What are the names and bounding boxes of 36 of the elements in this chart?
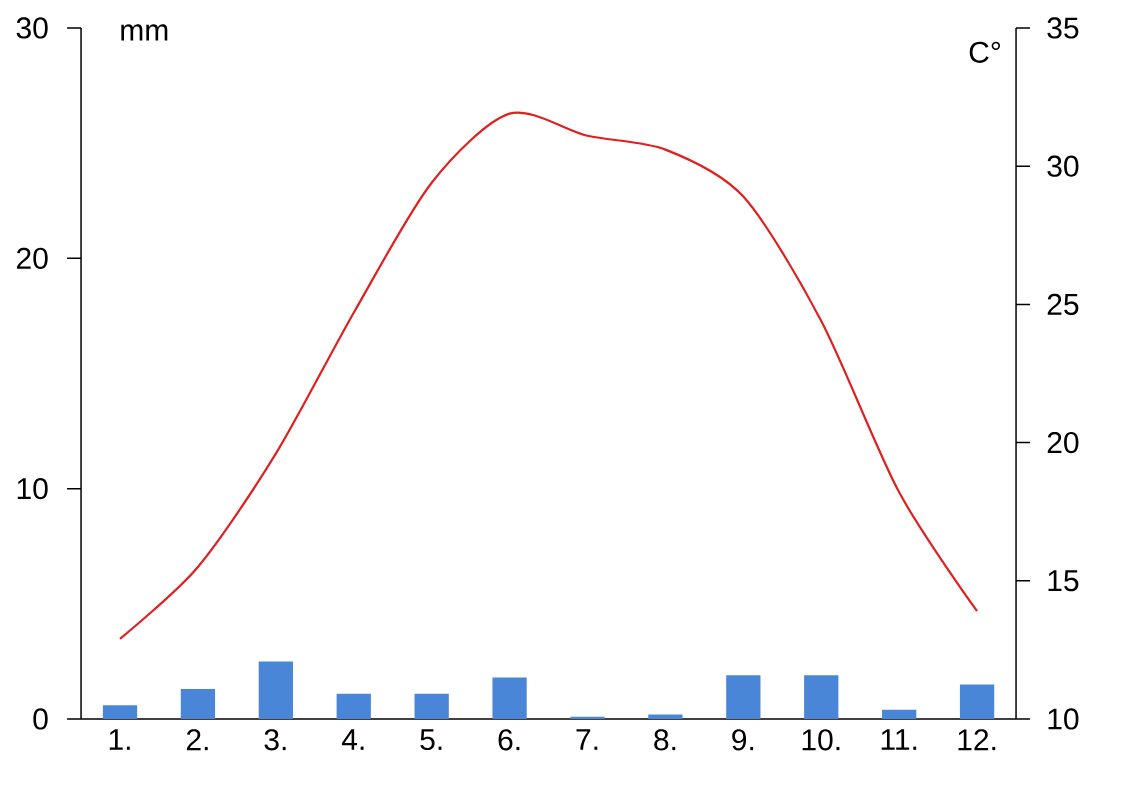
- x-tick-label: 11.: [881, 729, 917, 750]
- bar: [102, 705, 138, 719]
- x-tick-label: 6.: [498, 729, 520, 751]
- line-series: [118, 111, 979, 640]
- x-tick-label: 8.: [654, 729, 676, 751]
- bar: [336, 693, 371, 719]
- y-tick-label: 30: [16, 17, 48, 39]
- x-tick-label: 2.: [186, 729, 208, 751]
- y-tick-label: 10: [17, 478, 48, 500]
- bar: [258, 661, 293, 719]
- x-tick-label: 3.: [264, 729, 286, 751]
- bar: [414, 693, 449, 719]
- bar: [882, 709, 917, 719]
- x-tick-label: 10.: [802, 729, 840, 751]
- y2-axis-title: C°: [969, 41, 1001, 63]
- y2-tick-label: 25: [1047, 293, 1079, 316]
- y2-tick-label: 15: [1048, 570, 1079, 592]
- bar: [804, 675, 839, 719]
- x-tick-label: 5.: [420, 729, 442, 751]
- bar: [180, 689, 216, 719]
- x-tick-label: 9.: [732, 729, 754, 751]
- x-tick-label: 7.: [576, 729, 598, 750]
- y-tick-label: 0: [33, 708, 48, 730]
- y2-tick-label: 20: [1047, 431, 1079, 454]
- x-tick-label: 1.: [109, 729, 130, 750]
- bar: [648, 714, 683, 719]
- x-tick-label: 4.: [341, 729, 364, 750]
- y-tick-label: 20: [16, 247, 48, 269]
- bar: [726, 675, 761, 719]
- bar: [492, 677, 527, 719]
- y2-tick-label: 30: [1047, 155, 1079, 177]
- y-axis-title: mm: [121, 24, 168, 41]
- y2-tick-label: 10: [1048, 708, 1079, 730]
- x-tick-label: 12.: [958, 729, 996, 751]
- bar: [959, 684, 995, 719]
- y2-tick-label: 35: [1047, 17, 1079, 39]
